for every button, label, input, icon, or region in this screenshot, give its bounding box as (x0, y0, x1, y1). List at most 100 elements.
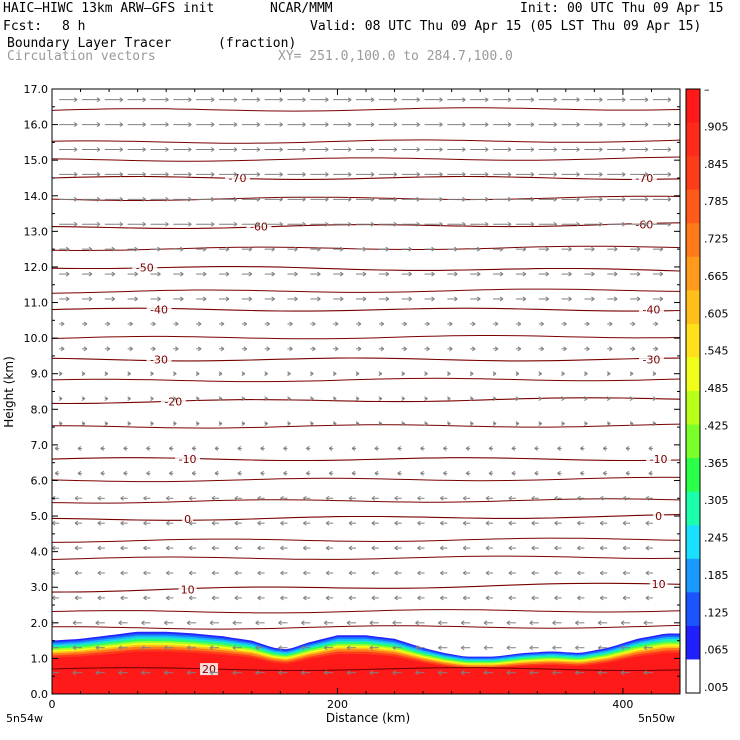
temperature-contour-line (52, 377, 680, 383)
contour-label-bg (631, 171, 657, 184)
wind-vector-arrow (120, 520, 128, 526)
wind-vector-arrow (241, 147, 261, 152)
wind-vector-arrow (255, 645, 265, 651)
wind-vector-arrow (652, 296, 664, 302)
wind-vector-arrow (173, 296, 184, 302)
wind-vector-arrow (150, 246, 161, 252)
wind-vector-arrow (652, 421, 657, 426)
wind-vector-arrow (417, 520, 425, 526)
wind-vector-arrow (287, 196, 306, 202)
wind-vector-arrow (141, 620, 151, 626)
wind-vector-arrow (371, 520, 379, 526)
wind-vector-arrow (59, 346, 65, 352)
contour-label-bg (646, 453, 672, 466)
wind-vector-arrow (438, 645, 448, 651)
wind-vector-arrow (241, 396, 246, 402)
wind-vector-arrow (538, 271, 549, 277)
wind-vector-arrow (346, 670, 357, 676)
wind-vector-arrow (557, 446, 562, 451)
wind-vector-arrow (470, 221, 489, 227)
wind-vector-arrow (648, 470, 653, 476)
contour-label-bg (200, 663, 218, 676)
wind-vector-arrow (401, 321, 407, 327)
wind-vector-arrow (369, 645, 379, 651)
wind-vector-arrow (447, 246, 458, 252)
wind-vector-arrow (652, 221, 672, 227)
wind-vector-arrow (81, 296, 93, 302)
wind-vector-arrow (325, 520, 334, 526)
wind-vector-arrow (127, 296, 138, 302)
wind-vector-arrow (218, 196, 238, 202)
wind-vector-arrow (597, 645, 608, 651)
wind-vector-arrow (104, 371, 109, 377)
wind-vector-arrow (462, 520, 471, 526)
wind-vector-arrow (333, 321, 339, 327)
wind-vector-arrow (584, 122, 603, 128)
wind-vector-arrow (438, 620, 448, 626)
wind-vector-arrow (264, 421, 268, 426)
wind-vector-arrow (415, 620, 425, 626)
wind-vector-arrow (424, 97, 443, 103)
wind-vector-arrow (440, 595, 448, 601)
wind-vector-arrow (333, 196, 352, 202)
wind-vector-arrow (401, 221, 420, 227)
wind-vector-arrow (287, 421, 291, 426)
wind-vector-arrow (515, 271, 527, 277)
wind-vector-arrow (191, 446, 197, 451)
wind-vector-arrow (538, 371, 542, 377)
wind-vector-arrow (310, 97, 329, 103)
wind-vector-arrow (54, 446, 60, 451)
wind-vector-arrow (150, 321, 156, 327)
wind-vector-arrow (348, 595, 357, 601)
temperature-contour-line (52, 175, 680, 180)
contour-label-bg (160, 395, 186, 408)
wind-vector-arrow (417, 570, 425, 576)
wind-vector-arrow (378, 97, 398, 103)
y-tick-label: 2.0 (31, 617, 49, 630)
wind-vector-arrow (485, 570, 494, 576)
wind-vector-arrow (630, 321, 636, 327)
wind-vector-arrow (72, 670, 82, 676)
wind-vector-arrow (95, 620, 105, 626)
wind-vector-arrow (438, 670, 448, 676)
wind-vector-arrow (150, 147, 169, 152)
wind-vector-arrow (401, 346, 407, 352)
wind-vector-arrow (72, 645, 82, 651)
temperature-contour-line (52, 195, 680, 201)
wind-vector-arrow (211, 595, 219, 601)
wind-vector-arrow (310, 271, 321, 277)
wind-vector-arrow (371, 495, 379, 501)
wind-vector-arrow (645, 570, 653, 576)
wind-vector-arrow (447, 147, 466, 152)
wind-vector-arrow (538, 221, 557, 227)
wind-vector-arrow (241, 271, 253, 277)
fcst-label: Fcst: (3, 19, 43, 34)
colorbar-swatch (686, 256, 700, 291)
contour-label: -30 (150, 353, 168, 366)
wind-vector-arrow (287, 396, 291, 402)
wind-vector-arrow (348, 520, 357, 526)
wind-vector-arrow (584, 147, 603, 152)
wind-vector-arrow (607, 122, 626, 128)
temperature-contour-line (52, 624, 680, 630)
wind-vector-arrow (378, 271, 390, 277)
wind-vector-arrow (561, 97, 580, 103)
wind-vector-arrow (81, 346, 88, 352)
wind-vector-arrow (447, 221, 466, 227)
wind-vector-arrow (465, 470, 471, 476)
wind-vector-arrow (538, 421, 542, 426)
y-tick-label: 16.0 (24, 119, 49, 132)
wind-vector-arrow (392, 645, 402, 651)
contour-label-bg (653, 510, 665, 523)
wind-vector-arrow (196, 147, 215, 152)
wind-vector-arrow (469, 421, 474, 426)
wind-vector-arrow (356, 246, 367, 252)
temperature-contour-line (52, 514, 680, 521)
y-tick-label: 0.0 (31, 688, 49, 701)
wind-vector-arrow (351, 446, 357, 451)
wind-vector-arrow (173, 346, 179, 352)
wind-vector-arrow (104, 196, 124, 202)
wind-vector-arrow (493, 346, 499, 352)
y-tick-label: 11.0 (24, 297, 49, 310)
wind-vector-arrow (287, 296, 298, 302)
